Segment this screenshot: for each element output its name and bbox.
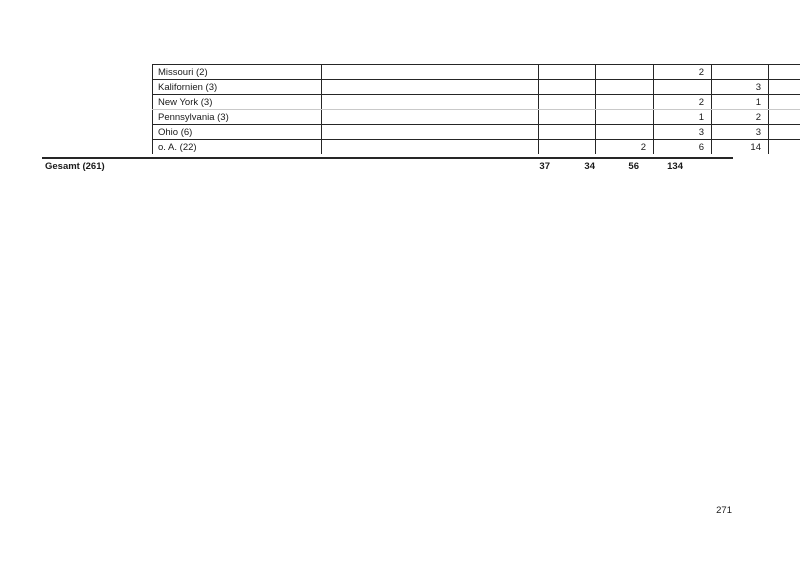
table-cell: [595, 124, 654, 140]
table-cell: [711, 64, 769, 80]
table-cell: 14: [711, 139, 769, 154]
table-cell: [768, 79, 800, 95]
table-cell: [538, 94, 596, 110]
total-value: 134: [667, 161, 683, 172]
table-row: Ohio (6) 3 3: [152, 124, 800, 140]
table-cell: [595, 94, 654, 110]
row-label-cell: Kalifornien (3): [152, 79, 322, 95]
table-cell: 2: [653, 94, 712, 110]
table-cell: [321, 139, 539, 154]
row-label-cell: New York (3): [152, 94, 322, 110]
table-cell: 2: [711, 109, 769, 125]
table-cell: [768, 109, 800, 125]
table-cell: [321, 79, 539, 95]
page-number: 271: [716, 505, 732, 516]
row-label-cell: Ohio (6): [152, 124, 322, 140]
table-cell: [653, 79, 712, 95]
table-row: o. A. (22) 2 6 14: [152, 139, 800, 154]
table-cell: 1: [711, 94, 769, 110]
table-cell: [538, 124, 596, 140]
row-label-cell: o. A. (22): [152, 139, 322, 154]
table-cell: [595, 109, 654, 125]
table-cell: 2: [653, 64, 712, 80]
table-cell: [321, 94, 539, 110]
table-cell: 6: [653, 139, 712, 154]
table-cell: [768, 64, 800, 80]
table-row: Pennsylvania (3) 1 2: [152, 109, 800, 125]
table-row: New York (3) 2 1: [152, 94, 800, 110]
row-label-cell: Pennsylvania (3): [152, 109, 322, 125]
table-cell: 3: [711, 79, 769, 95]
table-cell: 1: [653, 109, 712, 125]
table-cell: [538, 139, 596, 154]
table-cell: [538, 79, 596, 95]
total-row-divider: [42, 157, 733, 159]
table-row: Kalifornien (3) 3: [152, 79, 800, 95]
table-cell: [768, 94, 800, 110]
total-value: 56: [628, 161, 639, 172]
table-cell: [595, 64, 654, 80]
table-cell: [768, 139, 800, 154]
total-row-label: Gesamt (261): [45, 161, 105, 172]
continuation-table: Missouri (2) 2 Kalifornien (3) 3 New Yor…: [152, 64, 800, 154]
table-cell: 3: [653, 124, 712, 140]
table-cell: [538, 109, 596, 125]
table-cell: [321, 124, 539, 140]
table-cell: [768, 124, 800, 140]
total-value: 34: [584, 161, 595, 172]
total-value: 37: [539, 161, 550, 172]
table-cell: [321, 109, 539, 125]
row-label-cell: Missouri (2): [152, 64, 322, 80]
table-cell: 3: [711, 124, 769, 140]
table-cell: [321, 64, 539, 80]
table-cell: [538, 64, 596, 80]
table-cell: 2: [595, 139, 654, 154]
table-row: Missouri (2) 2: [152, 64, 800, 80]
table-cell: [595, 79, 654, 95]
